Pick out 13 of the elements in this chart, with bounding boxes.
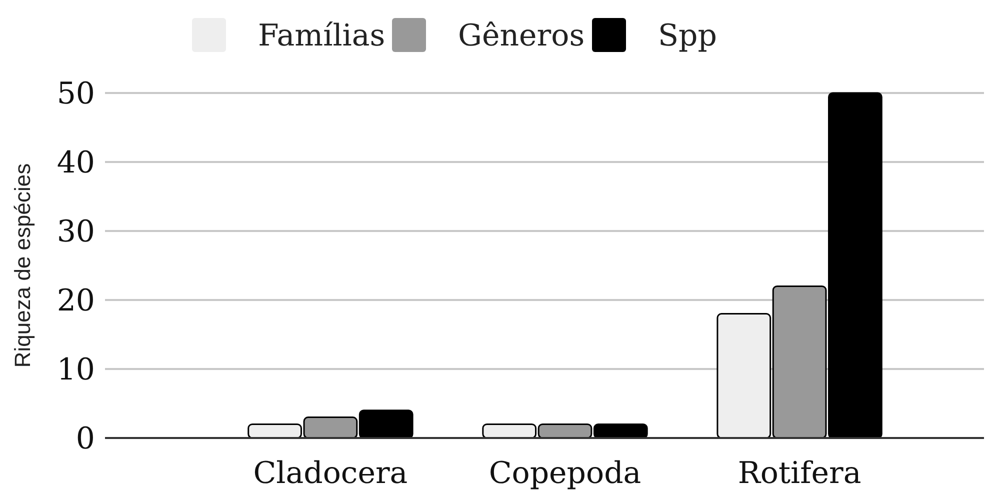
legend-label: Spp <box>658 18 717 54</box>
x-tick-label: Copepoda <box>488 456 642 491</box>
y-axis-title: Riqueza de espécies <box>10 163 35 368</box>
legend-label: Gêneros <box>458 18 585 54</box>
x-tick-label: Cladocera <box>253 456 408 491</box>
y-tick-label: 20 <box>56 284 95 318</box>
y-tick-label: 10 <box>56 352 95 388</box>
y-tick-label: 50 <box>56 76 95 112</box>
legend-label: Famílias <box>258 18 386 54</box>
x-tick-label: Rotifera <box>738 456 862 491</box>
y-tick-label: 30 <box>56 214 95 250</box>
y-tick-label: 40 <box>56 146 95 180</box>
y-tick-label: 0 <box>76 422 95 456</box>
